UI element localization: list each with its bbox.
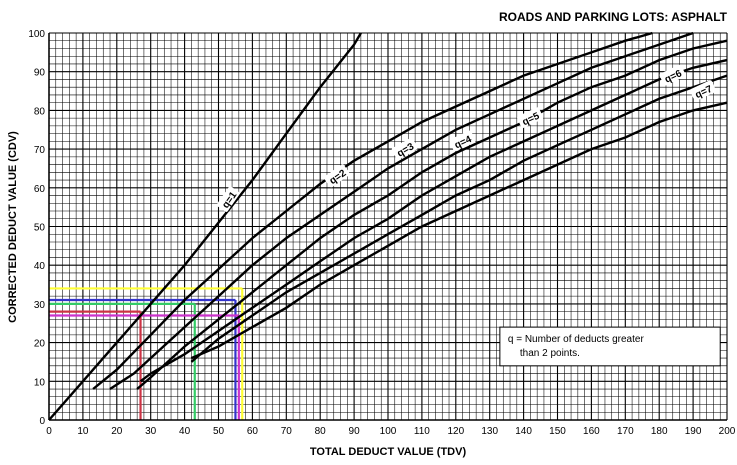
x-tick-label: 150: [549, 426, 566, 437]
x-tick-label: 160: [583, 426, 600, 437]
annotation-box-bg: [499, 326, 721, 367]
x-tick-label: 0: [46, 426, 52, 437]
y-tick-label: 100: [28, 29, 45, 40]
x-tick-label: 60: [247, 426, 259, 437]
chart-title: ROADS AND PARKING LOTS: ASPHALT: [499, 10, 728, 24]
y-axis-label: CORRECTED DEDUCT VALUE (CDV): [7, 131, 19, 323]
x-tick-label: 190: [685, 426, 702, 437]
x-tick-label: 180: [651, 426, 668, 437]
highlight-lines: [49, 287, 244, 420]
y-tick-label: 40: [34, 261, 46, 272]
y-tick-label: 20: [34, 339, 46, 350]
x-tick-label: 10: [77, 426, 89, 437]
x-tick-label: 30: [145, 426, 157, 437]
x-tick-label: 130: [481, 426, 498, 437]
curve-q-4: [136, 39, 728, 390]
x-tick-label: 100: [380, 426, 397, 437]
x-tick-label: 40: [179, 426, 191, 437]
curve-label-bg: [659, 64, 686, 86]
annotation-text: q = Number of deducts greater: [508, 334, 645, 345]
x-tick-label: 140: [515, 426, 532, 437]
curve-label-bg: [216, 186, 240, 212]
annotation-text: than 2 points.: [520, 348, 580, 359]
curve-q-3: [109, 31, 694, 391]
x-tick-label: 70: [281, 426, 293, 437]
x-tick-label: 80: [315, 426, 327, 437]
curve-label-bg: [449, 130, 476, 152]
x-tick-label: 200: [719, 426, 736, 437]
curve-q-7: [190, 101, 728, 360]
y-tick-label: 70: [34, 145, 46, 156]
y-tick-label: 30: [34, 300, 46, 311]
x-axis-label: TOTAL DEDUCT VALUE (TDV): [310, 446, 467, 458]
x-tick-label: 90: [349, 426, 361, 437]
curve-label-bg: [391, 137, 418, 160]
curve-label-bg: [324, 164, 350, 188]
curve-label-bg: [690, 80, 717, 101]
y-tick-label: 80: [34, 106, 46, 117]
y-tick-label: 60: [34, 184, 46, 195]
y-tick-label: 50: [34, 223, 46, 234]
x-tick-label: 170: [617, 426, 634, 437]
curve-q-5: [139, 58, 728, 383]
annotation-box: q = Number of deducts greater than 2 poin…: [499, 326, 721, 367]
x-tick-label: 20: [111, 426, 123, 437]
axes: 0 10 20 30 40 50 60 70 80 90 100 110 120 130 140 150 160…: [28, 29, 735, 437]
curve-q-2: [92, 31, 653, 390]
curves: [48, 31, 728, 421]
x-tick-label: 120: [447, 426, 464, 437]
y-tick-label: 0: [39, 416, 45, 427]
curve-q-6: [190, 74, 728, 363]
x-tick-label: 110: [414, 426, 430, 437]
curve-q-1: [48, 32, 362, 421]
y-tick-label: 10: [34, 377, 46, 388]
x-tick-label: 50: [213, 426, 225, 437]
curve-label: q=2: [324, 164, 350, 188]
y-tick-label: 90: [34, 68, 46, 79]
curve-label-bg: [517, 107, 544, 128]
